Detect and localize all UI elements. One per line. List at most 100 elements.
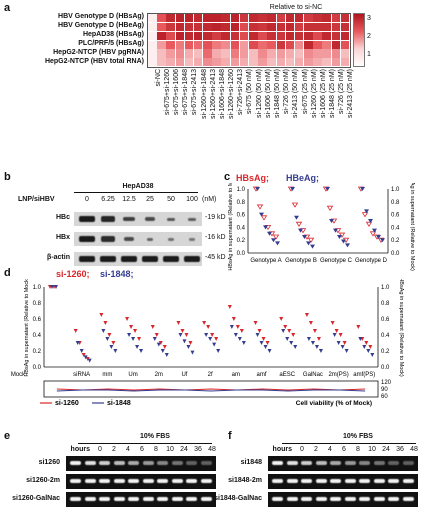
- d-ytick-left: 0.8: [33, 301, 42, 307]
- heatmap-cell: [294, 40, 304, 49]
- heatmap-cell: [239, 31, 249, 40]
- gel-band: [84, 497, 96, 501]
- heatmap-cell: [294, 49, 304, 58]
- d-si1848-point: [186, 345, 191, 349]
- hours-label: hours: [70, 446, 90, 453]
- size-marker: -16 kD: [205, 234, 226, 241]
- d-si1848-point: [310, 341, 315, 345]
- gel-band: [344, 497, 356, 501]
- gel-band: [142, 461, 154, 465]
- dose-label: 50: [167, 196, 175, 203]
- heatmap-cell: [258, 49, 267, 58]
- d-si1260-point: [99, 313, 104, 317]
- c-hbeag-point: [380, 238, 385, 243]
- c-hbeag-point: [275, 241, 280, 246]
- gel-row-label: si1848-2m: [228, 477, 262, 484]
- size-marker: -19 kD: [205, 214, 226, 221]
- blot-band: [163, 256, 179, 262]
- gel-band: [330, 497, 341, 501]
- c-genotype-label: Genotype A: [250, 258, 281, 264]
- d-si1848-point: [344, 349, 349, 353]
- heatmap-col-label: si-675+si-1848: [182, 69, 190, 116]
- heatmap-cell: [184, 40, 194, 49]
- d-group-label: Uf: [181, 372, 187, 378]
- d-si1260-point: [279, 317, 284, 321]
- d-si1260-point: [202, 321, 207, 325]
- viab-tick: 60: [381, 394, 388, 400]
- gel-band: [186, 479, 197, 483]
- hour-label: 48: [410, 446, 418, 453]
- blot-band: [79, 256, 95, 262]
- d-si1260-point: [227, 305, 232, 309]
- gel-row-label: si1260: [38, 459, 60, 466]
- heatmap-cell: [249, 31, 258, 40]
- d-si1848-point: [212, 342, 217, 347]
- d-si1848-point: [293, 345, 298, 349]
- gel-band: [171, 497, 183, 501]
- heatmap-cell: [212, 49, 221, 58]
- blot-band: [79, 236, 95, 242]
- d-si1260-point: [214, 337, 219, 341]
- heatmap-cell: [258, 40, 267, 49]
- heatmap-cell: [166, 49, 175, 58]
- gel-band: [388, 497, 399, 501]
- blot-header-line: [74, 192, 198, 193]
- legend-hbeag: HBeAg;: [286, 173, 319, 183]
- blot-band: [121, 256, 137, 262]
- hour-label: 10: [368, 446, 376, 453]
- d-si1848-point: [127, 333, 132, 337]
- heatmap-cell: [285, 58, 295, 67]
- hour-label: 36: [396, 446, 404, 453]
- d-si1260-point: [154, 333, 159, 337]
- c-ytick-right: 0.8: [391, 200, 400, 206]
- viab-tick: 120: [381, 380, 392, 386]
- heatmap-col-label: si-726+si-2413: [237, 69, 245, 116]
- gel-band: [373, 461, 385, 465]
- hour-label: 0: [98, 446, 102, 453]
- panel-label-c: c: [224, 171, 231, 183]
- heatmap-cell: [322, 22, 332, 32]
- heatmap-cell: [193, 40, 203, 49]
- c-hbeag-point: [259, 212, 264, 217]
- gel-band: [315, 497, 327, 501]
- heatmap-cell: [212, 14, 221, 23]
- d-si1260-point: [85, 357, 90, 361]
- heatmap-cell: [221, 49, 231, 58]
- d-si1260-point: [235, 325, 240, 329]
- heatmap-cell: [304, 22, 313, 32]
- c-hbsag-point: [295, 221, 303, 227]
- gel-band: [200, 479, 212, 483]
- heatmap-cell: [230, 49, 240, 58]
- d-si1848-point: [208, 337, 213, 341]
- heatmap-cell: [184, 14, 194, 23]
- gel-band: [359, 497, 370, 501]
- d-group-label: aESC: [279, 372, 295, 378]
- legend-si1260: si-1260;: [56, 269, 90, 279]
- lnp-label: LNP/siHBV: [18, 196, 55, 203]
- heatmap-col-label: si-2413 (50 nM): [292, 69, 300, 119]
- d-group-label: Um: [128, 372, 137, 378]
- colorbar-tick: 1: [367, 51, 371, 58]
- heatmap-cell: [249, 58, 258, 67]
- heatmap-cell: [203, 22, 212, 32]
- c-hbeag-point: [368, 219, 373, 223]
- heatmap-cell: [239, 58, 249, 67]
- gel-band: [171, 461, 183, 465]
- heatmap-cell: [212, 58, 221, 67]
- gel-band: [301, 479, 312, 483]
- d-si1260-point: [158, 341, 163, 345]
- heatmap-cell: [276, 22, 286, 32]
- d-ytick-left: 0.6: [33, 317, 42, 323]
- heatmap-cell: [267, 14, 276, 23]
- heatmap-cell: [331, 14, 341, 23]
- gel-band: [330, 479, 341, 483]
- heatmap-cell: [340, 40, 350, 49]
- heatmap-cell: [285, 22, 295, 32]
- d-ytick-right: 1.0: [381, 285, 390, 291]
- heatmap-col-label: si-675 (25 nM): [301, 69, 309, 115]
- d-ytick-left: 1.0: [33, 285, 42, 291]
- dose-unit: (nM): [202, 196, 217, 203]
- dose-label: 25: [146, 196, 154, 203]
- heatmap-cell: [331, 31, 341, 40]
- colorbar-tick: 3: [367, 15, 371, 22]
